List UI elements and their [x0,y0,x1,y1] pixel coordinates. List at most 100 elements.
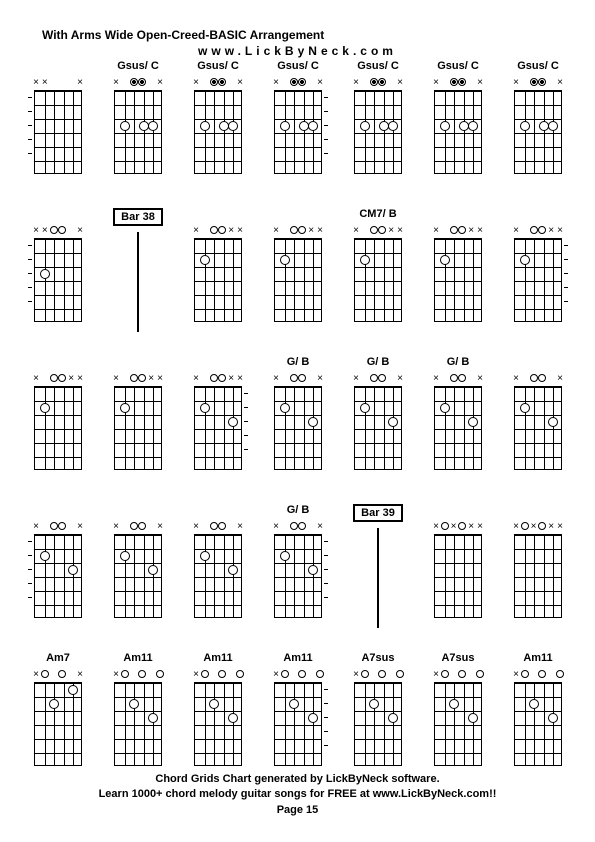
fret-grid [34,534,82,618]
chord-diagram [510,668,566,768]
chord-label: Gsus/ C [357,60,399,74]
chord-cell [178,208,258,348]
page-title: With Arms Wide Open-Creed-BASIC Arrangem… [42,28,324,42]
finger-dot [308,565,318,575]
fret-grid [114,534,162,618]
chord-markers [270,668,326,682]
chord-markers [350,372,406,386]
finger-dot [369,699,379,709]
chord-markers [430,224,486,238]
chord-diagram [430,224,486,324]
fret-grid [274,534,322,618]
chord-markers [190,372,246,386]
chord-cell [18,208,98,348]
finger-dot [280,255,290,265]
finger-dot [468,417,478,427]
finger-dot [148,713,158,723]
chord-markers [430,372,486,386]
chord-diagram [190,372,246,472]
finger-dot [228,417,238,427]
finger-dot [360,403,370,413]
fret-grid [114,386,162,470]
finger-dot [379,121,389,131]
chord-cell: Gsus/ C [178,60,258,200]
chord-diagram [190,224,246,324]
finger-dot [548,121,558,131]
footer-line-2: Learn 1000+ chord melody guitar songs fo… [0,787,595,802]
bar-divider [137,232,139,332]
chord-markers [110,76,166,90]
chord-cell [498,208,578,348]
chord-cell [18,60,98,200]
finger-dot [219,121,229,131]
chord-markers [270,372,326,386]
finger-dot [308,121,318,131]
fret-grid [274,238,322,322]
finger-dot [40,269,50,279]
fret-grid [514,238,562,322]
chord-cell [18,504,98,644]
chord-label: Gsus/ C [117,60,159,74]
fret-grid [194,238,242,322]
chord-diagram [30,372,86,472]
chord-diagram [190,668,246,768]
chord-markers [270,76,326,90]
chord-cell: CM7/ B [338,208,418,348]
finger-dot [40,403,50,413]
chord-markers [190,224,246,238]
fret-grid [434,90,482,174]
chord-markers [510,224,566,238]
chord-label: G/ B [287,504,310,518]
finger-dot [440,255,450,265]
chord-label: Gsus/ C [277,60,319,74]
finger-dot [520,255,530,265]
chord-diagram [430,668,486,768]
finger-dot [129,699,139,709]
finger-dot [148,121,158,131]
finger-dot [139,121,149,131]
chord-cell: Bar 39 [338,504,418,644]
bar-label: Bar 39 [353,504,403,522]
fret-grid [434,386,482,470]
chord-cell: Gsus/ C [98,60,178,200]
finger-dot [360,121,370,131]
chord-label: Gsus/ C [517,60,559,74]
chord-markers [510,668,566,682]
fret-grid [34,386,82,470]
chord-cell: G/ B [418,356,498,496]
finger-dot [308,713,318,723]
chord-label: CM7/ B [359,208,396,222]
chord-label: Am11 [123,652,152,666]
website-url: www.LickByNeck.com [0,44,595,58]
chord-cell [98,356,178,496]
chord-cell [178,356,258,496]
finger-dot [120,551,130,561]
fret-grid [114,682,162,766]
footer-line-1: Chord Grids Chart generated by LickByNec… [0,772,595,787]
fret-grid [194,682,242,766]
page-number: Page 15 [0,803,595,818]
fret-grid [34,90,82,174]
finger-dot [68,685,78,695]
chord-label: G/ B [447,356,470,370]
chord-row: Bar 38CM7/ B [18,208,578,348]
chord-diagram [430,76,486,176]
fret-grid [274,682,322,766]
finger-dot [388,417,398,427]
chord-diagram [270,520,326,620]
chord-label: Gsus/ C [197,60,239,74]
chord-markers [30,372,86,386]
chord-markers [190,76,246,90]
chord-markers [110,372,166,386]
chord-cell: Gsus/ C [338,60,418,200]
finger-dot [529,699,539,709]
chord-cell [498,504,578,644]
fret-grid [194,386,242,470]
chord-markers [430,76,486,90]
finger-dot [299,121,309,131]
finger-dot [308,417,318,427]
chord-diagram [110,372,166,472]
chord-markers [270,224,326,238]
chord-markers [510,520,566,534]
chord-markers [430,520,486,534]
